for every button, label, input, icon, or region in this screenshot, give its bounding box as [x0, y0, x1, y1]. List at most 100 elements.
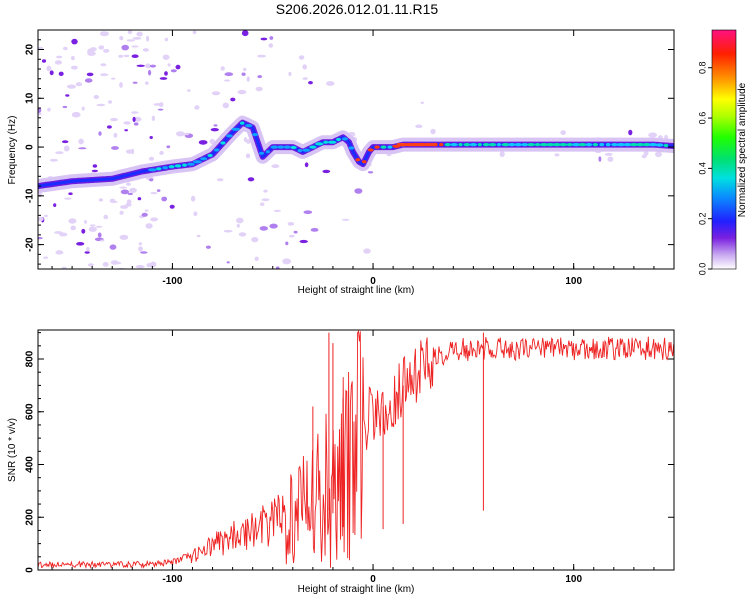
spectrogram-noise-blob: [110, 260, 119, 265]
snr-x-tick-label: -100: [162, 574, 182, 585]
spectrogram-ridge-spot: [501, 143, 510, 147]
spectrogram-noise-blob: [90, 47, 97, 52]
colorbar-tick-label: 0.6: [697, 112, 707, 125]
spectrogram-noise-blob: [170, 69, 177, 73]
spectrogram-ridge-spot: [220, 141, 226, 145]
spectrogram-ridge-spot: [463, 143, 471, 147]
spectrogram-noise-blob: [131, 148, 135, 155]
spectrogram-ridge-spot: [642, 143, 652, 147]
spectrogram-noise-blob: [236, 223, 240, 228]
colorbar-label: Normalized spectral amplitude: [737, 82, 748, 217]
spectrogram-noise-blob: [176, 131, 185, 137]
spectrogram-noise-blob: [123, 54, 130, 58]
spectrogram-noise-blob: [110, 117, 118, 122]
spectrogram-noise-blob: [38, 216, 44, 222]
snr-frame: [37, 329, 675, 571]
spectrogram-noise-blob: [107, 125, 112, 129]
spectrogram-noise-blob: [554, 153, 560, 157]
spectrogram-noise-blob: [664, 134, 669, 140]
spectrogram-ridge-spot: [245, 124, 253, 128]
snr-x-tick-label: 100: [565, 574, 582, 585]
spectrogram-ridge-spot: [342, 137, 348, 141]
spectrogram-noise-blob: [655, 151, 662, 158]
spectrogram-ridge-spot: [458, 143, 463, 147]
spectrogram-ridge-spot: [252, 133, 259, 137]
spectrogram-noise-blob: [237, 89, 247, 95]
spectrogram-ridge-spot: [611, 143, 618, 147]
spectrogram-ridge-spot: [508, 143, 516, 147]
spectrogram-noise-blob: [430, 128, 436, 135]
spectrogram-ridge-spot: [348, 146, 355, 150]
spectrogram-noise-blob: [322, 169, 331, 174]
spectrogram-noise-blob: [61, 140, 69, 144]
spectrogram-y-tick-label: 10: [25, 92, 36, 104]
spectrogram-ridge-spot: [213, 148, 220, 152]
spectrogram-ridge-spot: [302, 148, 311, 152]
spectrogram-ridge-spot: [297, 149, 303, 153]
spectrogram-noise-blob: [127, 192, 133, 196]
spectrogram-noise-blob: [304, 162, 309, 168]
spectrogram-ridge-spot: [477, 143, 482, 147]
spectrogram-ridge-spot: [521, 143, 529, 147]
spectrogram-noise-blob: [113, 132, 118, 138]
spectrogram-noise-blob: [129, 187, 137, 193]
spectrogram-noise-blob: [132, 37, 142, 40]
spectrogram-noise-blob: [111, 146, 119, 150]
spectrogram-noise-blob: [71, 65, 78, 70]
spectrogram-ridge-spot: [546, 143, 555, 147]
spectrogram-noise-blob: [238, 232, 247, 237]
spectrogram-ridge-spot: [387, 145, 393, 149]
spectrogram-ridge-spot: [374, 145, 380, 149]
spectrogram-frame: [37, 29, 675, 270]
snr-y-tick-label: 200: [25, 508, 36, 525]
spectrogram-noise-blob: [310, 228, 319, 232]
spectrogram-ridge-spot: [599, 143, 605, 147]
spectrogram-noise-blob: [247, 177, 255, 182]
spectrogram-ridge-spot: [616, 143, 626, 147]
spectrogram-noise-blob: [246, 139, 251, 144]
spectrogram-ridge-spot: [182, 163, 187, 167]
spectrogram-noise-blob: [285, 241, 289, 246]
spectrogram-noise-blob: [159, 150, 164, 155]
spectrogram-noise-blob: [120, 189, 130, 195]
spectrogram-noise-blob: [84, 251, 90, 254]
spectrogram-ridge-spot: [156, 167, 162, 171]
spectrogram-noise-blob: [183, 132, 190, 136]
spectrogram-noise-blob: [499, 151, 505, 158]
spectrogram-noise-blob: [99, 31, 109, 37]
spectrogram-noise-blob: [96, 103, 106, 107]
spectrogram-noise-blob: [196, 234, 201, 238]
spectrogram-noise-blob: [648, 132, 657, 138]
spectrogram-noise-blob: [175, 64, 181, 70]
spectrogram-noise-blob: [71, 111, 81, 118]
spectrogram-ridge-spot: [552, 143, 562, 147]
spectrogram-noise-blob: [145, 63, 151, 69]
spectrogram-noise-blob: [92, 164, 98, 168]
spectrogram-ridge-spot: [469, 143, 478, 147]
spectrogram-ridge-spot: [367, 148, 374, 152]
spectrogram-noise-blob: [145, 223, 153, 229]
spectrogram-ridge-spot: [290, 145, 297, 150]
spectrogram-noise-blob: [55, 151, 64, 155]
spectrogram-ridge-spot: [497, 143, 501, 147]
colorbar-frame: [711, 29, 737, 270]
spectrogram-noise-blob: [119, 82, 123, 88]
spectrogram-noise-blob: [241, 30, 249, 37]
spectrogram-noise-blob: [121, 44, 129, 51]
spectrogram-ridge-spot: [450, 143, 458, 147]
spectrogram-noise-blob: [135, 265, 145, 269]
spectrogram-y-tick-label: 0: [25, 144, 36, 150]
spectrogram-noise-blob: [47, 107, 51, 112]
spectrogram-noise-blob: [230, 97, 236, 102]
spectrogram-noise-blob: [127, 30, 133, 35]
spectrogram-ridge-spot: [148, 168, 157, 172]
spectrogram-noise-blob: [257, 54, 267, 58]
spectrogram-noise-blob: [100, 73, 109, 77]
spectrogram-noise-blob: [84, 220, 87, 224]
spectrogram-noise-blob: [44, 214, 48, 218]
spectrogram-ridge-spot: [355, 158, 360, 162]
chart-title: S206.2026.012.01.11.R15: [275, 1, 439, 17]
spectrogram-noise-blob: [119, 234, 129, 240]
spectrogram-noise-blob: [141, 212, 148, 217]
spectrogram-ridge-spot: [240, 121, 245, 125]
